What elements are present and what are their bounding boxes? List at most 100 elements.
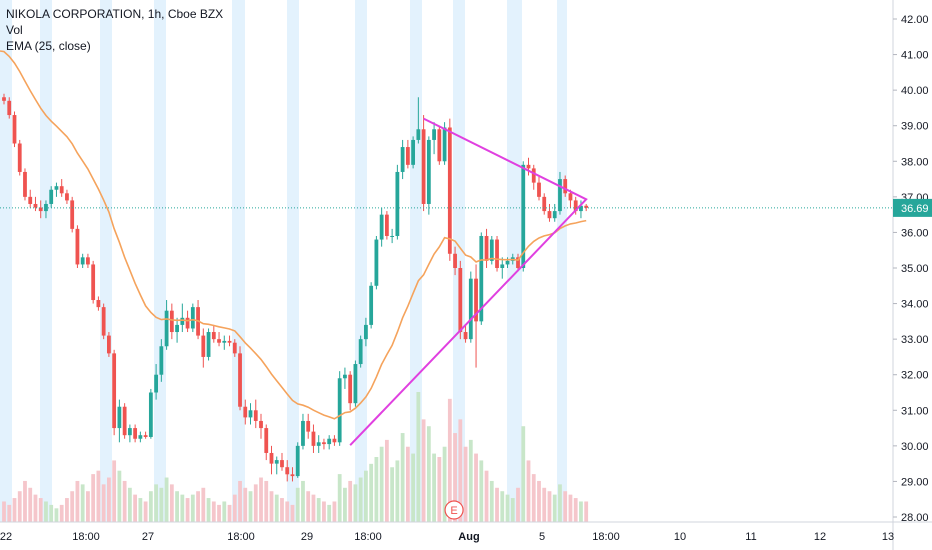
volume-bar xyxy=(243,487,248,522)
triangle-pattern[interactable] xyxy=(349,117,588,446)
candle xyxy=(568,189,573,208)
volume-bar xyxy=(65,498,69,522)
volume-bar xyxy=(395,460,400,522)
candle xyxy=(107,332,111,357)
candle xyxy=(2,93,6,105)
volume-bar xyxy=(563,491,568,522)
candle xyxy=(148,388,153,439)
volume-bar xyxy=(384,439,389,522)
volume-bar xyxy=(479,460,484,522)
volume-bar xyxy=(358,477,363,522)
candle xyxy=(222,335,227,350)
candle xyxy=(154,364,159,400)
x-tick-label: 18:00 xyxy=(72,531,100,543)
candle xyxy=(395,164,400,240)
y-tick-label: 33.00 xyxy=(901,334,929,346)
volume-bar xyxy=(196,491,200,522)
last-price-badge[interactable] xyxy=(893,198,932,217)
candle xyxy=(426,136,431,215)
candle xyxy=(542,193,547,215)
candle xyxy=(526,157,531,176)
volume-bar xyxy=(33,494,38,522)
earnings-marker[interactable]: E xyxy=(444,500,464,520)
y-tick-label: 38.00 xyxy=(901,156,929,168)
volume-bar xyxy=(332,501,337,522)
candle xyxy=(175,317,179,343)
ema-indicator-label[interactable]: EMA (25, close) xyxy=(6,39,91,53)
volume-indicator-label[interactable]: Vol xyxy=(6,23,23,37)
volume-bar xyxy=(531,474,536,522)
volume-bar xyxy=(127,487,132,522)
candle xyxy=(133,424,138,443)
volume-bar xyxy=(442,446,447,522)
candle xyxy=(243,399,248,425)
time-axis[interactable]: 22 18:00 27 18:00 29 18:00 Aug 5 18:00 10 11 12 13 xyxy=(0,521,932,543)
x-tick-label: 27 xyxy=(142,531,154,543)
candle xyxy=(180,303,185,333)
volume-bar xyxy=(217,504,221,522)
volume-bar xyxy=(379,446,384,522)
volume-bar xyxy=(348,480,353,522)
volume-bar xyxy=(264,480,269,522)
candle xyxy=(322,438,326,450)
volume-bar xyxy=(584,501,589,522)
volume-bar xyxy=(579,501,583,522)
candle xyxy=(65,189,69,204)
volume-bar xyxy=(17,491,22,522)
volume-bar xyxy=(154,484,159,522)
candle xyxy=(584,203,589,212)
candle xyxy=(437,125,442,165)
candle xyxy=(405,139,410,169)
price-axis[interactable]: 28.00 29.00 30.00 31.00 32.00 33.00 34.00 35.00… xyxy=(892,0,932,550)
candle xyxy=(552,203,557,222)
volume-bar xyxy=(117,470,122,522)
volume-bar xyxy=(70,491,75,522)
volume-bar xyxy=(143,501,148,522)
candle xyxy=(232,339,237,357)
candle xyxy=(474,264,478,368)
candle xyxy=(117,399,122,443)
candle xyxy=(28,189,33,208)
session-band xyxy=(0,0,12,522)
candle xyxy=(379,207,384,247)
triangle-line[interactable] xyxy=(349,117,588,446)
volume-bar xyxy=(96,470,101,522)
symbol-title[interactable]: NIKOLA CORPORATION, 1h, Cboe BZX xyxy=(6,7,224,21)
x-tick-label: 11 xyxy=(745,531,756,543)
volume-bar xyxy=(400,433,405,522)
volume-bar xyxy=(447,398,452,522)
volume-bar xyxy=(28,487,33,522)
candle xyxy=(358,335,363,368)
y-tick-label: 30.00 xyxy=(901,441,929,453)
volume-bar xyxy=(138,498,143,522)
volume-bar xyxy=(458,419,463,522)
volume-bar xyxy=(416,392,421,522)
volume-bar xyxy=(526,460,531,522)
volume-bar xyxy=(211,501,216,522)
volume-bar xyxy=(91,474,96,522)
volume-bar xyxy=(573,498,578,522)
volume-bar xyxy=(248,491,253,522)
candle xyxy=(96,296,101,311)
earnings-circle[interactable] xyxy=(444,500,464,520)
x-tick-label: 22 xyxy=(0,531,12,543)
session-band xyxy=(287,0,299,522)
volume-bar xyxy=(2,501,6,522)
volume-bar xyxy=(169,484,174,522)
volume-bar xyxy=(484,470,489,522)
candle xyxy=(211,324,216,343)
y-tick-label: 40.00 xyxy=(901,85,929,97)
y-tick-label: 42.00 xyxy=(901,14,929,26)
volume-bar xyxy=(222,501,227,522)
candle xyxy=(364,317,368,347)
volume-bar xyxy=(322,501,326,522)
volume-bar xyxy=(101,484,106,522)
candles xyxy=(2,93,589,482)
volume-bar xyxy=(38,498,43,522)
y-tick-label: 36.00 xyxy=(901,227,929,239)
volume-bar xyxy=(337,474,342,522)
session-band xyxy=(557,0,567,522)
candle xyxy=(217,332,221,347)
